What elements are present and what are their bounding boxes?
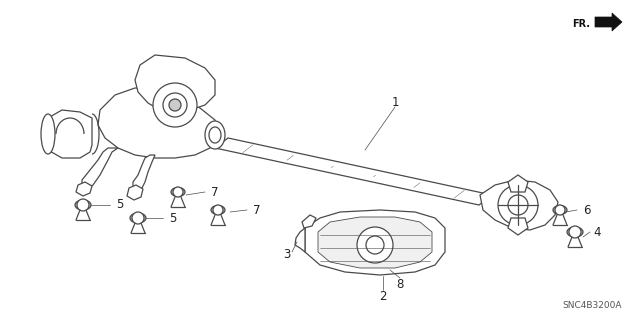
Text: 2: 2 <box>380 290 387 302</box>
Text: 4: 4 <box>593 226 601 239</box>
Text: 8: 8 <box>396 278 404 291</box>
Polygon shape <box>48 110 92 158</box>
Circle shape <box>153 83 197 127</box>
Circle shape <box>498 185 538 225</box>
Circle shape <box>132 212 144 224</box>
Polygon shape <box>133 155 155 190</box>
Text: 7: 7 <box>253 204 260 217</box>
Text: 1: 1 <box>391 95 399 108</box>
Circle shape <box>555 205 565 215</box>
Ellipse shape <box>567 227 583 237</box>
Ellipse shape <box>553 205 567 214</box>
Text: 5: 5 <box>116 198 124 211</box>
Polygon shape <box>215 138 492 205</box>
Ellipse shape <box>130 213 146 223</box>
Ellipse shape <box>211 205 225 214</box>
Polygon shape <box>318 217 432 268</box>
Text: SNC4B3200A: SNC4B3200A <box>563 301 621 310</box>
Polygon shape <box>595 13 622 31</box>
Polygon shape <box>508 218 528 235</box>
Polygon shape <box>135 55 215 112</box>
Circle shape <box>163 93 187 117</box>
Polygon shape <box>295 228 305 252</box>
Polygon shape <box>82 148 118 188</box>
Polygon shape <box>302 215 316 228</box>
Text: 6: 6 <box>583 204 591 217</box>
Circle shape <box>357 227 393 263</box>
Polygon shape <box>127 185 143 200</box>
Circle shape <box>173 187 183 197</box>
Text: 5: 5 <box>170 211 177 225</box>
Text: 7: 7 <box>211 186 219 198</box>
Circle shape <box>366 236 384 254</box>
Polygon shape <box>508 175 528 192</box>
Ellipse shape <box>171 188 185 197</box>
Polygon shape <box>480 180 558 230</box>
Text: FR.: FR. <box>572 19 590 29</box>
Ellipse shape <box>75 200 91 210</box>
Circle shape <box>77 199 89 211</box>
Circle shape <box>213 205 223 215</box>
Circle shape <box>169 99 181 111</box>
Ellipse shape <box>41 114 55 154</box>
Text: 3: 3 <box>284 249 291 262</box>
Circle shape <box>569 226 581 238</box>
Circle shape <box>508 195 528 215</box>
Polygon shape <box>305 210 445 275</box>
Polygon shape <box>98 88 218 158</box>
Ellipse shape <box>205 121 225 149</box>
Polygon shape <box>76 182 92 196</box>
